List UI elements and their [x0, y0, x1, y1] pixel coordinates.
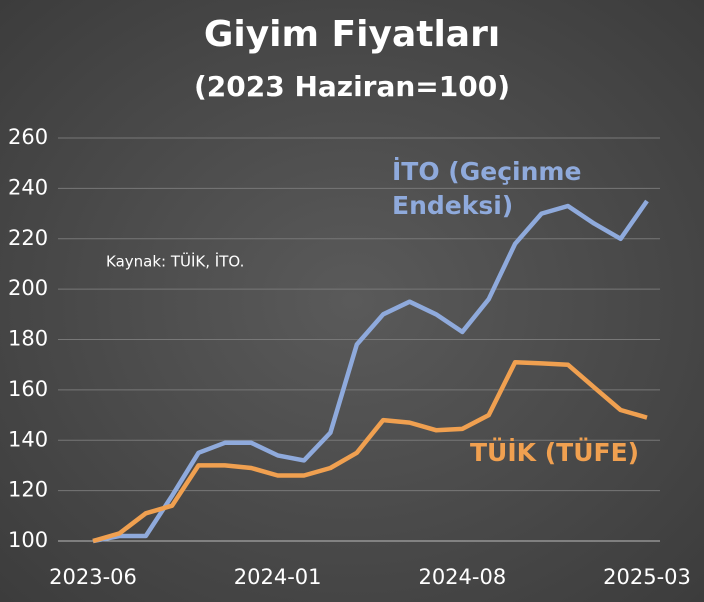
y-tick-label: 160	[8, 377, 48, 401]
chart-subtitle: (2023 Haziran=100)	[194, 70, 510, 103]
y-tick-label: 240	[8, 175, 48, 199]
data-line	[92, 359, 648, 544]
grid: 100 120 140 160 180 200 220 240 260	[8, 125, 660, 552]
series-label: İTO (Geçinme Endeksi)	[392, 157, 582, 220]
x-tick-label: 2024-01	[234, 565, 322, 589]
y-tick-label: 100	[8, 528, 48, 552]
y-tick-label: 260	[8, 125, 48, 149]
y-tick-label: 180	[8, 327, 48, 351]
chart-title: Giyim Fiyatları	[204, 14, 500, 55]
series-label: TÜİK (TÜFE)	[470, 438, 640, 467]
y-tick-label: 120	[8, 478, 48, 502]
y-tick-label: 200	[8, 276, 48, 300]
y-tick-label: 140	[8, 427, 48, 451]
x-tick-label: 2023-06	[49, 565, 137, 589]
y-tick-label: 220	[8, 226, 48, 250]
x-tick-label: 2024-08	[418, 565, 506, 589]
x-tick-label: 2025-03	[603, 565, 691, 589]
source-note: Kaynak: TÜİK, İTO.	[106, 252, 244, 271]
data-line	[92, 199, 649, 544]
